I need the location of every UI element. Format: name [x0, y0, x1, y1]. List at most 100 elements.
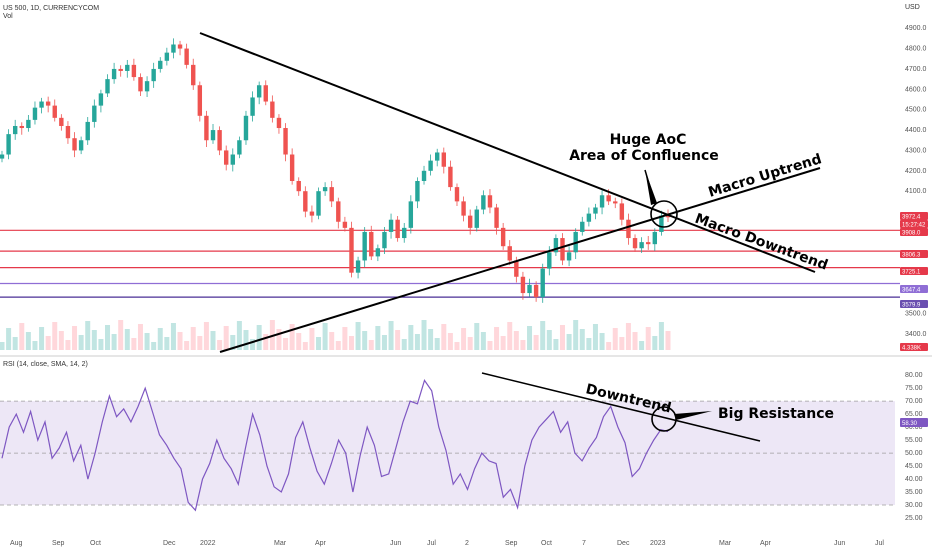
volume-bar [348, 336, 354, 350]
candle-body [388, 219, 394, 232]
candle-body [481, 195, 486, 210]
price-tick: 4900.0 [905, 25, 927, 32]
volume-bar [184, 341, 190, 350]
volume-bar [625, 323, 631, 350]
candle-body [263, 85, 268, 102]
volume-bar [606, 342, 612, 350]
rsi-tick: 70.00 [905, 398, 923, 405]
volume-bar [39, 327, 45, 350]
volume-bar [474, 323, 480, 350]
price-label-tag [900, 250, 928, 258]
volume-bar [375, 326, 381, 350]
volume-bar [203, 322, 209, 350]
candle-body [659, 215, 664, 232]
volume-bar [658, 322, 664, 350]
volume-bar [164, 337, 170, 350]
volume-bar [217, 340, 223, 350]
volume-bar [124, 329, 130, 350]
candle-body [593, 207, 598, 214]
volume-bars [0, 320, 671, 350]
price-label-text: 3908.0 [902, 231, 921, 237]
volume-bar [91, 330, 97, 350]
candle-body [243, 115, 249, 141]
price-tick: 4100.0 [905, 188, 927, 195]
rsi-pane[interactable]: RSI (14, close, SMA, 14, 2) 80.00 75.00 70… [0, 361, 923, 522]
price-label-text: 15:27:42 [902, 223, 926, 229]
volume-bar [632, 332, 638, 350]
price-label-text: 3725.1 [902, 270, 921, 276]
candle-body [125, 64, 130, 71]
candle-body [118, 68, 123, 71]
volume-bar [467, 337, 473, 350]
time-tick: Sep [52, 540, 65, 547]
volume-bar [566, 334, 572, 350]
volume-label: Vol [3, 13, 13, 20]
candle-body [336, 201, 341, 222]
time-tick: Jul [875, 540, 884, 547]
rsi-tick: 35.00 [905, 489, 923, 496]
candle-body [19, 125, 24, 129]
time-tick: 2022 [200, 540, 216, 547]
candle-body [138, 77, 143, 92]
price-label-tag [900, 267, 928, 275]
volume-bar [599, 333, 605, 350]
volume-bar [6, 328, 12, 350]
candle-body [111, 68, 117, 80]
candle-body [85, 121, 90, 141]
candle-body [289, 154, 295, 181]
price-tick: 4800.0 [905, 46, 927, 53]
price-label-tag [900, 285, 928, 293]
volume-bar [612, 328, 618, 350]
rsi-line [1, 379, 669, 512]
volume-bar [177, 332, 183, 350]
candle-body [230, 154, 235, 165]
candle-body [177, 44, 183, 49]
volume-bar [335, 341, 341, 350]
candle-body [197, 85, 203, 116]
volume-bar [480, 332, 486, 350]
volume-bar [32, 341, 38, 350]
candle-body [158, 60, 163, 69]
candle-body [500, 227, 506, 247]
volume-bar [559, 325, 565, 350]
price-pane[interactable]: 4900.0 4800.0 4700.0 4600.0 4500.0 4400.0 4300… [0, 25, 927, 350]
volume-bar [0, 342, 5, 350]
price-label-text: 3806.3 [902, 253, 921, 259]
volume-bar [72, 326, 78, 350]
volume-bar [586, 338, 592, 350]
candle-body [217, 130, 222, 151]
volume-bar [527, 326, 533, 350]
volume-bar [401, 339, 407, 350]
candle-body [131, 64, 137, 78]
candle-body [428, 160, 433, 171]
candle-body [32, 107, 38, 120]
candle-body [362, 231, 367, 261]
annotation-area-of-confluence: Area of Confluence [569, 148, 719, 164]
price-labels: 3972.4 15:27:42 3908.0 3806.3 3725.1 3647.4 35… [900, 212, 928, 352]
candle-body [369, 231, 374, 257]
time-tick: Jun [834, 540, 845, 547]
price-tick: 4400.0 [905, 127, 927, 134]
rsi-downtrend-line [481, 372, 761, 442]
macro-uptrend-line [219, 167, 821, 353]
price-tick: 4500.0 [905, 107, 927, 114]
candle-body [256, 85, 262, 98]
volume-bar [414, 334, 420, 350]
candle-body [454, 187, 460, 202]
volume-bar [236, 321, 242, 350]
time-tick: Dec [617, 540, 630, 547]
candle-body [223, 150, 229, 165]
volume-bar [434, 338, 440, 350]
volume-bar [441, 324, 447, 350]
candle-body [632, 238, 638, 249]
price-tick: 4200.0 [905, 168, 927, 175]
volume-bar [381, 335, 387, 350]
candle-body [646, 242, 651, 245]
annotation-macro-downtrend: Macro Downtrend [693, 211, 830, 274]
candle-body [606, 195, 611, 202]
symbol-title: US 500, 1D, CURRENCYCOM [3, 5, 99, 12]
rsi-tick: 75.00 [905, 385, 923, 392]
time-tick: 2 [465, 540, 469, 547]
candle-body [461, 201, 466, 216]
